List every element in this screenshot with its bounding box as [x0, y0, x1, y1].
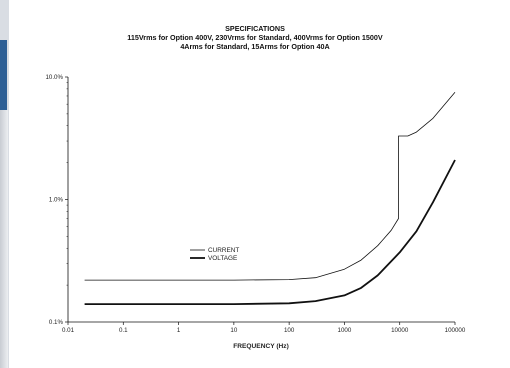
chart-title: SPECIFICATIONS	[225, 24, 285, 33]
series-line-current	[84, 92, 456, 281]
x-tick-label: 100000	[445, 327, 466, 334]
axes-layer: 0.01 0.1 1 10 100 1000 10000 100000 0.1% 1.0% 10.0…	[45, 74, 465, 334]
x-tick-label: 10000	[391, 327, 409, 334]
x-tick-label: 10	[230, 327, 237, 334]
x-tick-label: 0.1	[119, 327, 128, 334]
window-left-accent	[0, 40, 7, 110]
x-tick-label: 100	[284, 327, 295, 334]
x-tick-label: 1	[177, 327, 181, 334]
chart-subtitle-line-1: 115Vrms for Option 400V, 230Vrms for Sta…	[127, 33, 383, 42]
x-tick-label: 0.01	[62, 327, 75, 334]
chart-title-block: SPECIFICATIONS 115Vrms for Option 400V, …	[0, 24, 510, 51]
legend-label-current: CURRENT	[208, 247, 239, 254]
series-layer	[84, 92, 456, 305]
series-line-voltage	[84, 159, 456, 305]
window-left-shade	[0, 110, 8, 368]
x-axis-title: FREQUENCY (Hz)	[233, 343, 289, 350]
y-tick-label: 0.1%	[49, 319, 64, 326]
y-tick-label: 1.0%	[49, 197, 64, 204]
x-tick-label: 1000	[338, 327, 352, 334]
legend-label-voltage: VOLTAGE	[208, 255, 237, 262]
y-tick-label: 10.0%	[45, 74, 63, 81]
chart-subtitle-line-2: 4Arms for Standard, 15Arms for Option 40…	[180, 42, 330, 51]
